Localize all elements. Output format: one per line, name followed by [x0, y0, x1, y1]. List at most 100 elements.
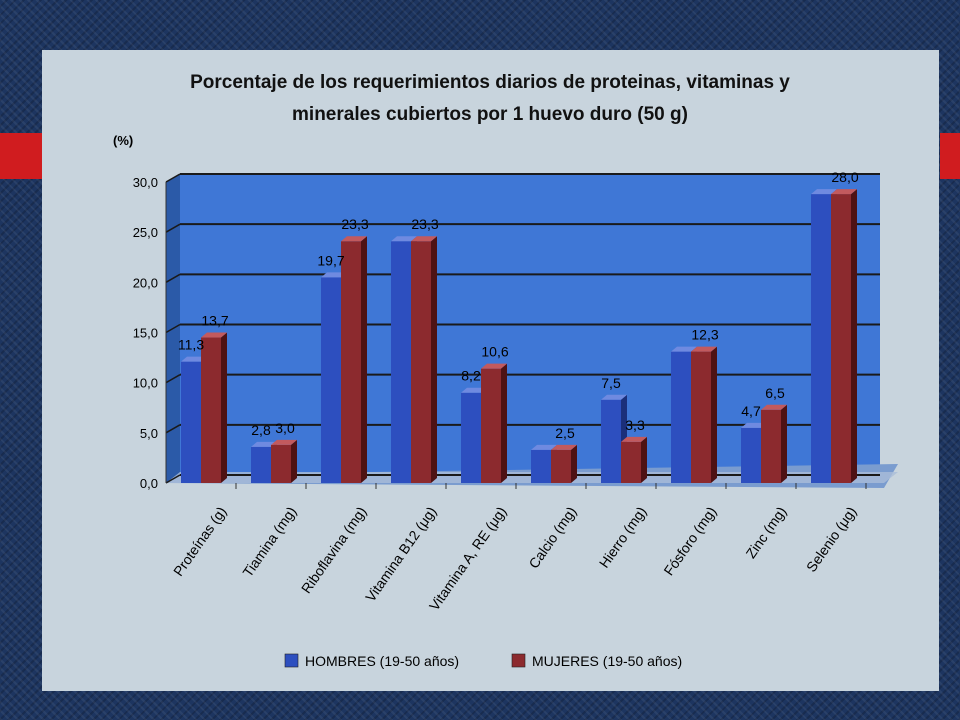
gridline-side [165, 273, 181, 283]
bar-mujeres-top [551, 444, 577, 450]
bar-mujeres-front [481, 368, 501, 483]
bar-mujeres-top [831, 189, 857, 195]
bar-mujeres-side [221, 332, 227, 483]
bar-hombres-front [251, 446, 271, 483]
y-tick-label: 15,0 [133, 326, 158, 341]
bar-mujeres-front [831, 194, 851, 484]
bar-hombres-top [181, 356, 207, 362]
bar-mujeres-side [781, 404, 787, 483]
bar-mujeres-front [201, 337, 221, 483]
x-category-label: Selenio (μg) [803, 504, 860, 575]
data-label-mujeres: 12,3 [691, 327, 718, 343]
data-label-mujeres: 23,3 [341, 216, 368, 232]
bar-mujeres-top [341, 236, 367, 242]
bar-mujeres-top [761, 404, 787, 410]
bar-hombres-front [601, 399, 621, 483]
data-label-mujeres: 2,5 [555, 425, 575, 441]
data-label-mujeres: 13,7 [201, 313, 228, 329]
x-category-label: Zinc (mg) [742, 504, 789, 562]
gridline-side [165, 374, 181, 384]
bar-mujeres [481, 363, 507, 483]
data-label-mujeres: 6,5 [765, 385, 785, 401]
chart-layer: 0,0 5,0 10,0 15,0 20,0 25,0 30,0 11,3 13,7 Proteí… [133, 169, 898, 669]
bar-hombres-front [671, 351, 691, 483]
gridline-side [165, 474, 181, 484]
slide-panel: Porcentaje de los requerimientos diarios… [42, 50, 939, 691]
data-label-mujeres: 3,0 [275, 420, 295, 436]
bar-hombres-top [531, 444, 557, 450]
bar-hombres-front [531, 449, 551, 483]
data-label-mujeres: 28,0 [831, 169, 858, 185]
bar-mujeres-top [411, 236, 437, 242]
y-tick-label: 20,0 [133, 275, 158, 290]
data-label-mujeres: 10,6 [481, 344, 508, 360]
y-axis-label: (%) [113, 133, 133, 148]
bar-mujeres-top [691, 346, 717, 352]
bar-hombres-front [741, 427, 761, 483]
bar-mujeres [271, 439, 297, 483]
bar-mujeres-side [501, 363, 507, 483]
legend-swatch-mujeres [511, 653, 526, 668]
bar-mujeres [201, 332, 227, 483]
bar-mujeres [341, 236, 367, 483]
x-category-label: Calcio (mg) [525, 504, 579, 572]
bar-hombres-top [251, 441, 277, 447]
bar-mujeres-side [851, 189, 857, 484]
bar-hombres-top [601, 394, 627, 400]
bar-mujeres-side [571, 444, 577, 483]
bar-mujeres-front [271, 444, 291, 483]
bar-hombres-front [181, 361, 201, 483]
data-label-hombres: 4,7 [741, 403, 761, 419]
data-label-hombres: 7,5 [601, 375, 621, 391]
bar-mujeres-side [291, 439, 297, 483]
gridline-side [165, 173, 181, 183]
y-tick-label: 5,0 [140, 426, 158, 441]
bar-hombres-top [811, 189, 837, 195]
data-label-hombres: 2,8 [251, 422, 271, 438]
legend: HOMBRES (19-50 años) MUJERES (19-50 años) [284, 653, 682, 669]
x-category-label: Riboflavina (mg) [298, 504, 370, 597]
bar-hombres-top [391, 236, 417, 242]
y-tick-label: 25,0 [133, 225, 158, 240]
x-category-label: Tiamina (mg) [239, 504, 299, 580]
chart-title-line-2: minerales cubiertos por 1 huevo duro (50… [292, 104, 688, 125]
bar-chart: Porcentaje de los requerimientos diarios… [113, 72, 898, 669]
x-category-label: Proteínas (g) [170, 504, 230, 579]
bar-mujeres-front [411, 241, 431, 483]
bar-hombres-front [461, 392, 481, 483]
right-red-band [940, 133, 960, 179]
bar-mujeres-top [271, 439, 297, 445]
legend-label-mujeres: MUJERES (19-50 años) [532, 653, 682, 669]
bar-mujeres [761, 404, 787, 483]
bar-hombres-top [321, 272, 347, 278]
data-label-mujeres: 3,3 [625, 417, 645, 433]
bar-mujeres-front [551, 449, 571, 483]
data-label-hombres: 8,2 [461, 368, 481, 384]
bar-mujeres-front [621, 441, 641, 483]
bar-mujeres-side [361, 236, 367, 483]
data-label-hombres: 11,3 [178, 337, 204, 353]
chart-title-line-1: Porcentaje de los requerimientos diarios… [190, 72, 790, 93]
bar-hombres-front [391, 241, 411, 483]
bar-mujeres [691, 346, 717, 483]
data-label-hombres: 19,7 [317, 252, 344, 268]
bar-mujeres-side [431, 236, 437, 483]
y-tick-label: 0,0 [140, 476, 158, 491]
bar-mujeres-front [341, 241, 361, 483]
bar-hombres-top [741, 422, 767, 428]
bar-mujeres-side [711, 346, 717, 483]
bar-mujeres-top [201, 332, 227, 338]
bar-mujeres [621, 436, 647, 483]
x-category-label: Vitamina A, RE (μg) [426, 504, 510, 614]
bar-hombres-top [671, 346, 697, 352]
bar-mujeres-front [691, 351, 711, 483]
gridline-side [165, 424, 181, 434]
x-category-label: Hierro (mg) [596, 504, 650, 571]
bar-hombres-top [461, 387, 487, 393]
gridline-side [165, 323, 181, 334]
bar-mujeres-side [641, 436, 647, 483]
bar-mujeres-top [481, 363, 507, 369]
y-tick-label: 30,0 [133, 175, 158, 190]
bar-mujeres-front [761, 409, 781, 483]
bar-hombres-front [321, 277, 341, 483]
